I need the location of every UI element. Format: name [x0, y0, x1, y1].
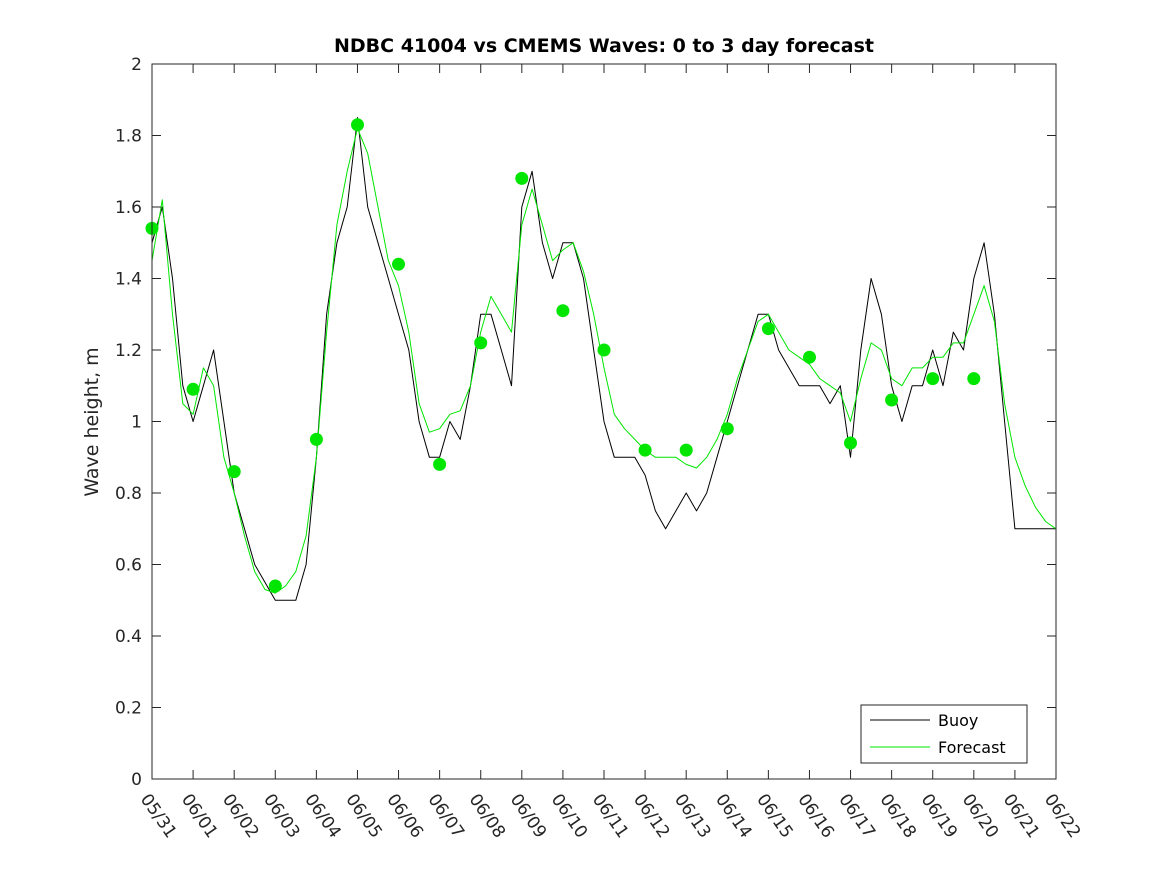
- x-tick-label: 06/13: [670, 790, 714, 842]
- x-tick-label: 06/20: [958, 790, 1002, 842]
- x-tick-label: 06/14: [711, 790, 755, 842]
- x-tick-label: 06/06: [382, 790, 426, 842]
- x-tick-label: 06/08: [465, 790, 509, 842]
- forecast-marker: [268, 579, 282, 593]
- x-tick-label: 06/22: [1040, 790, 1084, 842]
- marker-layer: [145, 118, 981, 593]
- x-tick-label: 06/03: [259, 790, 303, 842]
- forecast-marker: [556, 304, 570, 318]
- buoy-series-line: [151, 117, 1056, 601]
- x-tick-label: 06/19: [917, 790, 961, 842]
- legend: Buoy Forecast: [860, 704, 1028, 764]
- forecast-marker: [392, 257, 405, 271]
- x-tick-label: 06/12: [629, 790, 673, 842]
- forecast-marker: [761, 322, 775, 336]
- forecast-marker: [926, 372, 940, 386]
- forecast-marker: [186, 382, 200, 396]
- x-tick-label: 06/15: [752, 790, 796, 842]
- y-tick-label: 1.4: [115, 270, 142, 290]
- forecast-marker: [597, 343, 611, 357]
- forecast-marker: [474, 336, 488, 350]
- forecast-marker: [967, 372, 981, 386]
- forecast-marker: [720, 422, 734, 436]
- forecast-marker: [679, 443, 693, 457]
- y-tick-label: 2: [131, 55, 142, 75]
- forecast-marker: [885, 393, 899, 407]
- x-tick-label: 06/02: [218, 790, 262, 842]
- legend-buoy-label: Buoy: [938, 711, 978, 730]
- x-tick-label: 06/11: [588, 790, 632, 842]
- forecast-series-line: [151, 127, 1057, 594]
- forecast-marker: [638, 443, 652, 457]
- x-tick-label: 06/18: [876, 790, 920, 842]
- y-tick-label: 0.6: [115, 556, 142, 576]
- y-tick-label: 0.2: [115, 699, 142, 719]
- y-axis-label: Wave height, m: [81, 347, 103, 496]
- x-tick-label: 05/31: [136, 790, 180, 842]
- x-tick-label: 06/16: [793, 790, 837, 842]
- forecast-marker: [227, 465, 241, 479]
- legend-box: [860, 704, 1028, 764]
- y-tick-label: 0.8: [115, 484, 142, 504]
- forecast-marker: [351, 118, 364, 132]
- forecast-marker: [803, 350, 816, 364]
- y-tick-label: 1.6: [115, 198, 142, 218]
- x-tick-label: 06/05: [341, 790, 385, 842]
- chart-title: NDBC 41004 vs CMEMS Waves: 0 to 3 day fo…: [334, 35, 874, 57]
- x-tick-label: 06/07: [424, 790, 468, 842]
- y-tick-label: 1: [131, 413, 142, 433]
- x-tick-label: 06/01: [177, 790, 221, 842]
- forecast-marker: [515, 171, 529, 185]
- forecast-marker: [309, 432, 323, 446]
- x-tick-label: 06/17: [834, 790, 878, 842]
- series-layer: [151, 117, 1057, 601]
- y-tick-label: 1.2: [115, 341, 142, 361]
- forecast-marker: [433, 457, 447, 471]
- y-axis: 0 0.2 0.4 0.6 0.8 1 1.2 1.4 1.6 1.8 2: [115, 55, 1056, 790]
- x-tick-label: 06/09: [506, 790, 550, 842]
- forecast-marker: [844, 436, 857, 450]
- y-tick-label: 0: [131, 770, 142, 790]
- y-tick-label: 0.4: [115, 627, 142, 647]
- legend-forecast-label: Forecast: [938, 738, 1006, 757]
- y-tick-label: 1.8: [115, 127, 142, 147]
- x-tick-label: 06/21: [999, 790, 1043, 842]
- x-tick-label: 06/10: [547, 790, 591, 842]
- x-tick-label: 06/04: [300, 790, 344, 842]
